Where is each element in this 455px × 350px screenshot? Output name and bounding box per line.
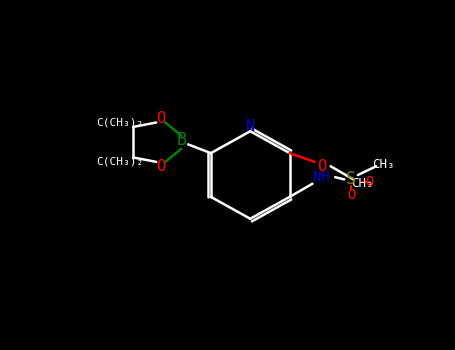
Text: CH₃: CH₃ — [372, 158, 394, 170]
Text: O: O — [365, 175, 374, 189]
Text: NH: NH — [313, 170, 330, 184]
Text: O: O — [156, 159, 165, 174]
Text: C(CH₃)₂: C(CH₃)₂ — [96, 118, 143, 127]
Text: C(CH₃)₂: C(CH₃)₂ — [96, 157, 143, 167]
Text: O: O — [347, 188, 355, 202]
Text: CH₃: CH₃ — [351, 177, 374, 190]
Text: N: N — [246, 119, 255, 134]
Text: B: B — [176, 131, 186, 149]
Text: O: O — [156, 111, 165, 126]
Text: S: S — [346, 170, 356, 188]
Text: O: O — [317, 159, 326, 174]
